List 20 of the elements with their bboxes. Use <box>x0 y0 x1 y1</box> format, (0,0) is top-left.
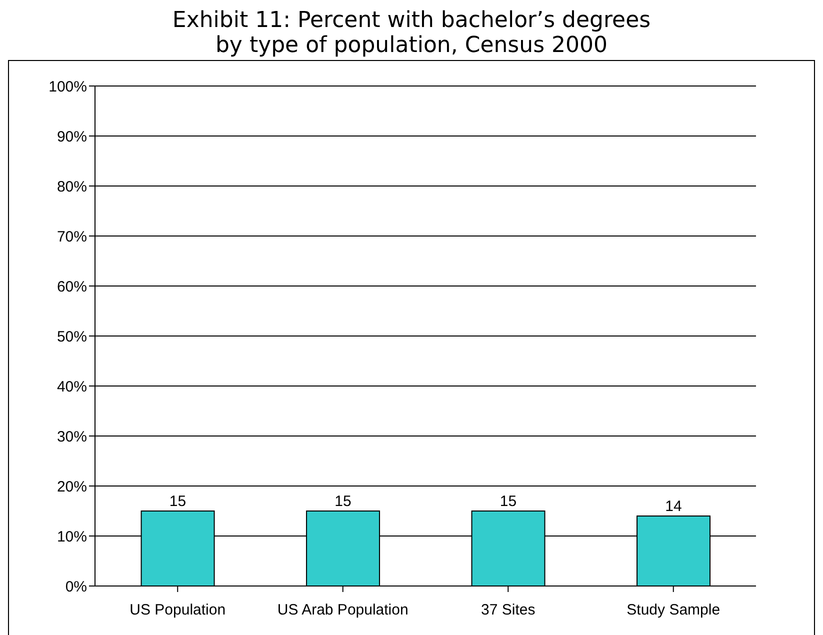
y-tick-label: 10% <box>56 528 87 546</box>
data-label: 15 <box>334 493 352 510</box>
x-tick-label: US Arab Population <box>277 602 408 619</box>
y-tick-label: 30% <box>56 428 87 446</box>
x-tick-label: 37 Sites <box>481 602 536 619</box>
y-tick-label: 70% <box>56 228 87 246</box>
y-tick-label: 90% <box>56 128 87 146</box>
y-tick-label: 60% <box>56 278 87 296</box>
data-label: 15 <box>500 493 517 510</box>
chart-title: Exhibit 11: Percent with bachelor’s degrees by type of population, Census 2000 <box>171 8 652 58</box>
y-tick-label: 20% <box>56 478 87 496</box>
x-tick-label: US Population <box>130 602 226 619</box>
x-tick-label: Study Sample <box>626 602 720 619</box>
y-tick-label: 50% <box>56 328 87 346</box>
data-label: 15 <box>169 493 186 510</box>
y-tick-label: 100% <box>48 78 87 96</box>
y-tick-label: 0% <box>65 578 87 596</box>
data-label: 14 <box>665 498 682 515</box>
y-tick-label: 40% <box>56 378 87 396</box>
y-tick-label: 80% <box>56 178 87 196</box>
